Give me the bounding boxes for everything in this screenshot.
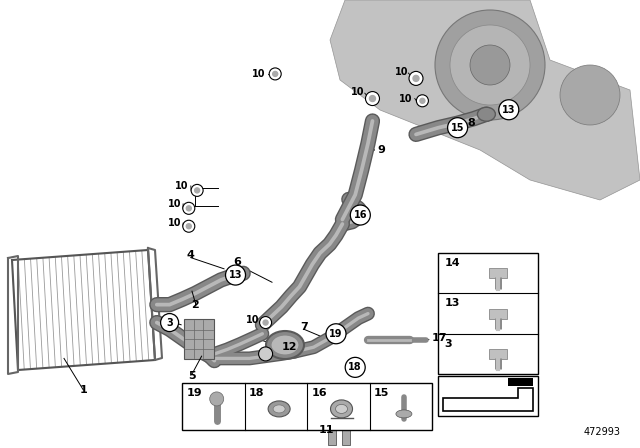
Text: 17: 17 [432, 333, 447, 343]
Text: 8: 8 [467, 118, 475, 128]
Text: 10: 10 [252, 69, 266, 79]
Circle shape [225, 265, 246, 285]
Text: 13: 13 [228, 270, 243, 280]
Text: 7: 7 [300, 322, 308, 332]
Text: 10: 10 [175, 181, 189, 191]
Text: 4: 4 [187, 250, 195, 260]
Text: 12: 12 [282, 342, 297, 352]
Text: 14: 14 [444, 258, 460, 268]
Text: 10: 10 [246, 315, 259, 325]
Circle shape [447, 118, 468, 138]
Circle shape [409, 71, 423, 86]
Text: 11: 11 [319, 425, 334, 435]
Circle shape [183, 202, 195, 214]
Circle shape [195, 188, 200, 193]
Text: 19: 19 [186, 388, 202, 398]
Text: 6: 6 [233, 257, 241, 267]
Text: 472993: 472993 [584, 427, 621, 437]
Text: 3: 3 [166, 318, 173, 327]
Circle shape [191, 185, 203, 196]
Circle shape [263, 320, 268, 325]
Circle shape [417, 95, 428, 107]
Circle shape [183, 220, 195, 232]
Ellipse shape [335, 405, 348, 414]
Ellipse shape [271, 335, 299, 355]
Polygon shape [328, 415, 358, 445]
Circle shape [186, 224, 191, 229]
Circle shape [369, 95, 376, 102]
Circle shape [186, 385, 204, 403]
Text: 10: 10 [351, 87, 365, 97]
Polygon shape [330, 0, 640, 200]
Ellipse shape [396, 410, 412, 418]
Circle shape [413, 75, 419, 82]
Circle shape [326, 324, 346, 344]
Text: 10: 10 [399, 94, 413, 103]
Text: 10: 10 [168, 199, 181, 209]
Ellipse shape [266, 331, 304, 359]
Ellipse shape [268, 401, 290, 417]
Text: 13: 13 [444, 298, 460, 308]
FancyBboxPatch shape [438, 253, 538, 374]
Text: 2: 2 [191, 300, 199, 310]
Text: 18: 18 [348, 362, 362, 372]
Ellipse shape [330, 400, 353, 418]
Text: 1: 1 [79, 385, 87, 395]
FancyBboxPatch shape [438, 376, 538, 416]
Circle shape [269, 68, 281, 80]
FancyBboxPatch shape [489, 268, 507, 278]
Text: 10: 10 [395, 67, 408, 77]
Circle shape [260, 317, 271, 328]
Circle shape [365, 91, 380, 106]
Circle shape [273, 71, 278, 77]
FancyBboxPatch shape [184, 319, 214, 359]
Circle shape [450, 25, 530, 105]
Circle shape [210, 392, 224, 406]
Text: 9: 9 [378, 145, 385, 155]
Circle shape [259, 347, 273, 361]
Circle shape [345, 358, 365, 377]
Text: 5: 5 [188, 371, 196, 381]
Text: 3: 3 [444, 339, 452, 349]
Circle shape [186, 206, 191, 211]
FancyBboxPatch shape [489, 309, 507, 319]
Text: 15: 15 [374, 388, 389, 398]
Text: 15: 15 [451, 123, 465, 133]
Circle shape [470, 45, 510, 85]
FancyBboxPatch shape [489, 349, 507, 359]
Circle shape [499, 100, 519, 120]
Ellipse shape [477, 107, 495, 121]
Ellipse shape [273, 405, 285, 413]
Text: 16: 16 [353, 210, 367, 220]
Circle shape [350, 205, 371, 225]
Text: 14: 14 [188, 389, 202, 399]
Text: 16: 16 [311, 388, 327, 398]
Text: 10: 10 [168, 218, 181, 228]
Circle shape [435, 10, 545, 120]
Text: 19: 19 [329, 329, 343, 339]
Circle shape [161, 314, 179, 332]
FancyBboxPatch shape [508, 378, 532, 386]
Circle shape [420, 98, 425, 103]
FancyBboxPatch shape [182, 383, 432, 430]
Circle shape [560, 65, 620, 125]
Text: 13: 13 [502, 105, 516, 115]
Text: 18: 18 [249, 388, 264, 398]
